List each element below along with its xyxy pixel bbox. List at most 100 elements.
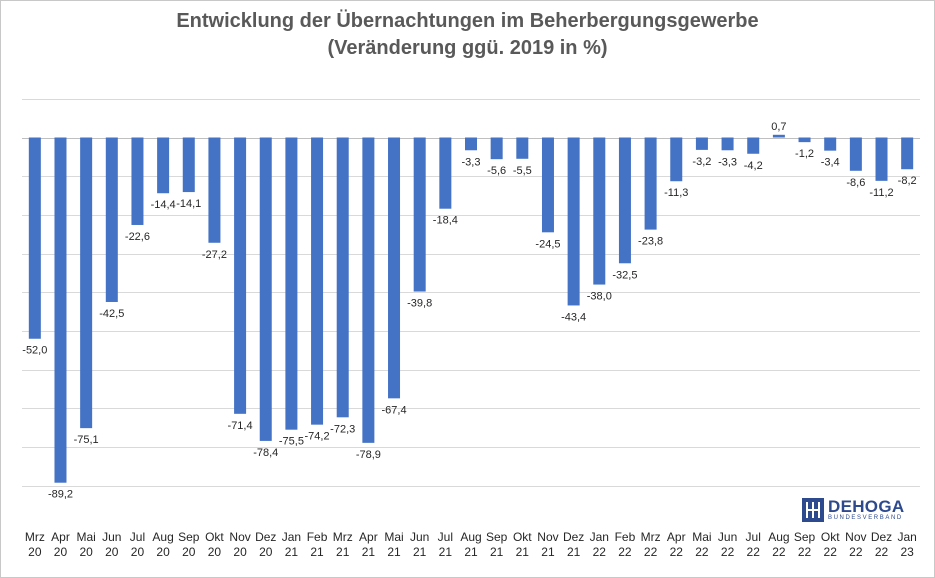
data-label: 0,7 (771, 121, 786, 133)
x-tick-month: Jan (282, 530, 301, 544)
data-label: -18,4 (433, 215, 458, 227)
data-label: -67,4 (381, 404, 406, 416)
data-label: -5,5 (513, 165, 532, 177)
chart-title: Entwicklung der Übernachtungen im Beherb… (176, 10, 759, 32)
data-label: -42,5 (99, 308, 124, 320)
x-tick-year: 20 (28, 545, 42, 559)
bar (567, 137, 580, 306)
dehoga-logo-icon (802, 498, 824, 522)
x-tick-year: 21 (541, 545, 555, 559)
x-tick-month: Mrz (333, 530, 353, 544)
data-label: -11,3 (664, 187, 688, 199)
x-tick-year: 22 (593, 545, 607, 559)
x-tick-month: Feb (307, 530, 328, 544)
x-tick-year: 23 (900, 545, 914, 559)
x-tick-month: Dez (255, 530, 276, 544)
x-tick-year: 20 (233, 545, 247, 559)
data-label: -3,3 (462, 156, 481, 168)
bar (234, 137, 247, 414)
x-tick-month: Dez (871, 530, 892, 544)
x-tick-year: 22 (644, 545, 658, 559)
x-tick-month: Okt (513, 530, 532, 544)
bar (131, 137, 144, 225)
x-tick-year: 22 (875, 545, 889, 559)
x-tick-year: 22 (721, 545, 735, 559)
data-label: -8,2 (898, 175, 917, 187)
x-tick-month: Jul (130, 530, 145, 544)
bar (285, 137, 298, 430)
x-tick-year: 21 (362, 545, 376, 559)
x-tick-month: Mai (384, 530, 403, 544)
x-tick-year: 21 (285, 545, 299, 559)
bar (311, 137, 324, 425)
data-labels: -52,0 -89,2 -75,1 -42,5 -22,6 -14,4 -14,1 -27,2… (22, 121, 916, 501)
dehoga-logo: DEHOGA BUNDESVERBAND (802, 497, 912, 526)
bar (772, 134, 785, 138)
bar (362, 137, 375, 443)
x-tick-month: Feb (615, 530, 636, 544)
x-tick-year: 20 (54, 545, 68, 559)
bar (618, 137, 631, 264)
x-tick-year: 22 (849, 545, 863, 559)
data-label: -5,6 (487, 165, 506, 177)
x-tick-year: 20 (105, 545, 119, 559)
bar (875, 137, 888, 181)
x-tick-year: 22 (747, 545, 761, 559)
bar (336, 137, 349, 418)
data-label: -71,4 (228, 420, 253, 432)
data-label: -89,2 (48, 489, 73, 501)
bar (259, 137, 272, 441)
x-tick-year: 20 (208, 545, 222, 559)
bar (541, 137, 554, 233)
bar (516, 137, 529, 159)
x-tick-month: Jan (590, 530, 609, 544)
x-tick-month: Apr (359, 530, 378, 544)
bar (593, 137, 606, 285)
data-label: -4,2 (744, 160, 763, 172)
x-tick-year: 21 (567, 545, 581, 559)
x-tick-month: Jun (102, 530, 121, 544)
x-tick-month: Nov (845, 530, 866, 544)
data-label: -78,9 (356, 449, 381, 461)
data-label: -1,2 (795, 148, 814, 160)
x-tick-year: 21 (336, 545, 350, 559)
data-label: -75,1 (74, 434, 99, 446)
x-tick-month: Aug (768, 530, 789, 544)
x-tick-month: Sep (486, 530, 508, 544)
bar (490, 137, 503, 160)
x-tick-month: Sep (794, 530, 816, 544)
data-label: -27,2 (202, 249, 227, 261)
bar (80, 137, 93, 429)
data-label: -14,4 (151, 199, 176, 211)
data-label: -24,5 (535, 238, 560, 250)
data-label: -52,0 (22, 345, 47, 357)
x-tick-month: Nov (537, 530, 558, 544)
x-tick-month: Aug (460, 530, 481, 544)
dehoga-logo-sub: BUNDESVERBAND (828, 515, 903, 521)
x-tick-year: 21 (439, 545, 453, 559)
bar (54, 137, 67, 483)
data-label: -11,2 (869, 187, 893, 199)
data-label: -3,3 (718, 156, 737, 168)
bar (670, 137, 683, 182)
x-tick-year: 21 (310, 545, 324, 559)
x-tick-year: 21 (490, 545, 504, 559)
x-tick-month: Aug (152, 530, 173, 544)
x-tick-year: 22 (695, 545, 709, 559)
bar (465, 137, 477, 151)
data-label: -78,4 (253, 447, 278, 459)
bar (105, 137, 118, 302)
bar (824, 137, 837, 151)
x-tick-year: 21 (413, 545, 427, 559)
x-tick-month: Jan (897, 530, 916, 544)
x-tick-month: Mrz (25, 530, 45, 544)
bars (28, 134, 914, 483)
data-label: -3,2 (692, 156, 711, 168)
data-label: -38,0 (587, 291, 612, 303)
dehoga-logo-name: DEHOGA (828, 497, 905, 516)
x-tick-year: 22 (824, 545, 838, 559)
bar (721, 137, 734, 151)
x-tick-year: 20 (182, 545, 196, 559)
data-label: -72,3 (330, 423, 355, 435)
